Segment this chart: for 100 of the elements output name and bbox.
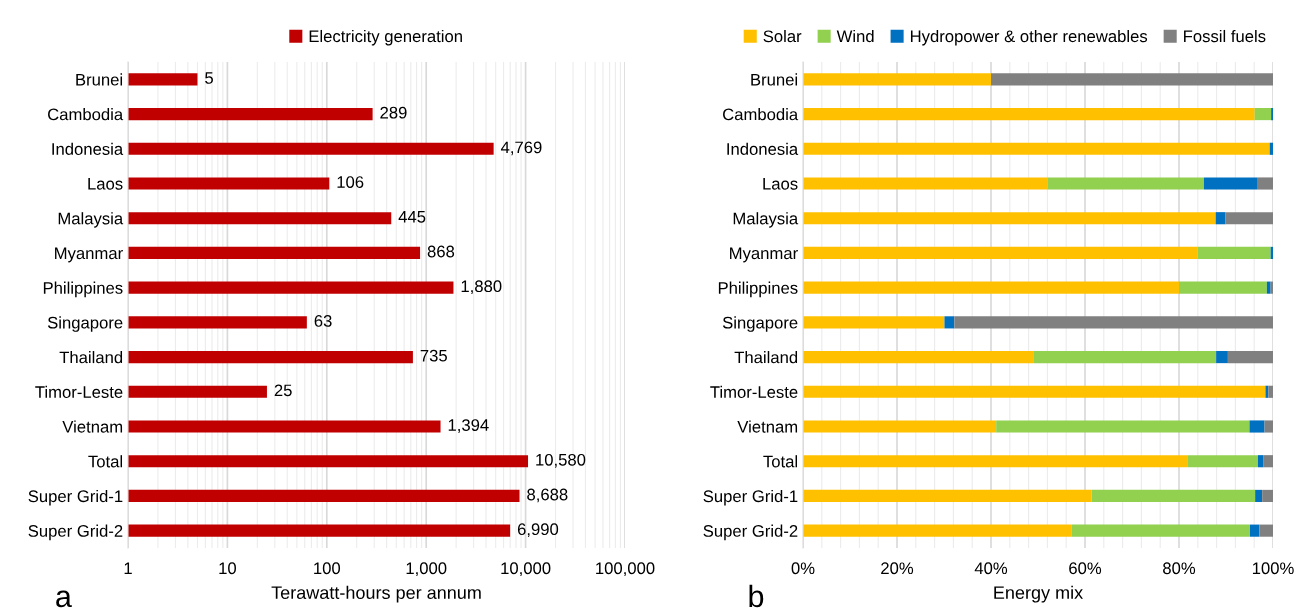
data-label: 63 xyxy=(314,315,332,327)
y-tick-label: Cambodia xyxy=(48,108,124,121)
data-label: 8,688 xyxy=(527,488,568,503)
y-tick-label: Timor-Leste xyxy=(710,385,798,398)
bar xyxy=(1257,455,1264,468)
bar xyxy=(803,108,1255,121)
bar xyxy=(1179,281,1267,294)
y-tick-label: Brunei xyxy=(76,73,123,86)
y-tick-label: Malaysia xyxy=(58,212,124,228)
x-tick-label: 10,000 xyxy=(501,562,551,577)
x-tick-label: 1 xyxy=(124,562,132,574)
legend-label: Hydropower & other renewables xyxy=(910,29,1148,46)
bar xyxy=(803,142,1270,155)
y-tick-label: Super Grid-2 xyxy=(703,524,798,541)
x-tick-label: 20% xyxy=(881,562,914,575)
y-tick-label: Laos xyxy=(88,178,123,190)
y-tick-label: Myanmar xyxy=(55,247,123,263)
bar xyxy=(803,212,1216,225)
data-label: 289 xyxy=(380,106,407,119)
data-label: 106 xyxy=(337,176,364,188)
y-tick-label: Super Grid-2 xyxy=(28,524,123,541)
y-tick-label: Cambodia xyxy=(723,108,799,121)
y-tick-label: Vietnam xyxy=(737,420,798,433)
data-label: 868 xyxy=(427,245,455,258)
x-tick-label: 80% xyxy=(1163,562,1196,575)
bar xyxy=(803,385,1266,398)
y-tick-label: Super Grid-1 xyxy=(28,489,123,506)
bar xyxy=(1257,177,1273,190)
y-tick-label: Malaysia xyxy=(733,212,799,228)
bar xyxy=(803,489,1092,502)
bar xyxy=(1249,524,1260,537)
data-label: 6,990 xyxy=(517,523,559,538)
legend-label: Wind xyxy=(836,29,874,43)
y-tick-label: Thailand xyxy=(734,351,798,364)
y-tick-label: Total xyxy=(88,455,123,468)
bar xyxy=(1071,524,1250,537)
x-tick-label: 100% xyxy=(1252,562,1294,575)
bar xyxy=(1197,246,1271,259)
y-tick-label: Indonesia xyxy=(52,142,124,155)
bar xyxy=(1047,177,1204,190)
bar xyxy=(1263,455,1273,468)
y-tick-label: Philippines xyxy=(718,281,798,298)
legend-label: Electricity generation xyxy=(309,29,462,46)
x-tick-label: 100,000 xyxy=(596,562,655,577)
data-label: 735 xyxy=(420,349,447,362)
x-tick-label: 1,000 xyxy=(406,562,447,577)
bar xyxy=(1264,420,1273,433)
y-tick-label: Timor-Leste xyxy=(35,385,123,398)
bar xyxy=(803,420,997,433)
data-label: 1,880 xyxy=(461,280,502,295)
text: b xyxy=(749,584,764,608)
bar xyxy=(1216,351,1228,364)
bar xyxy=(991,73,1273,86)
x-axis-title: Energy mix xyxy=(994,585,1083,603)
y-tick-label: Total xyxy=(763,455,798,468)
y-tick-label: Thailand xyxy=(59,351,123,364)
text: a xyxy=(56,590,72,608)
bar xyxy=(954,316,1273,329)
bar xyxy=(1255,489,1263,502)
legend-label: Solar xyxy=(763,29,802,43)
x-tick-label: 10 xyxy=(219,562,237,575)
bar xyxy=(1262,489,1273,502)
bar xyxy=(803,316,945,329)
x-tick-label: 40% xyxy=(974,562,1008,575)
bar xyxy=(944,316,955,329)
y-tick-label: Super Grid-1 xyxy=(703,489,798,506)
data-label: 1,394 xyxy=(448,419,489,433)
data-label: 10,580 xyxy=(536,453,586,468)
bar xyxy=(1033,351,1217,364)
y-tick-label: Singapore xyxy=(47,316,123,332)
data-label: 25 xyxy=(274,384,292,397)
bar xyxy=(803,246,1198,259)
bar xyxy=(1269,142,1273,155)
data-label: 445 xyxy=(398,211,426,223)
y-tick-label: Singapore xyxy=(722,316,798,332)
bar xyxy=(1254,108,1272,121)
y-tick-label: Indonesia xyxy=(727,142,799,155)
bar xyxy=(803,351,1034,364)
bar xyxy=(803,73,991,86)
bar xyxy=(1259,524,1273,537)
x-axis-title: Terawatt-hours per annum xyxy=(271,585,481,603)
bar xyxy=(1215,212,1226,225)
y-tick-label: Vietnam xyxy=(62,420,123,433)
x-tick-label: 100 xyxy=(314,562,341,575)
bar xyxy=(1227,351,1273,364)
bar xyxy=(803,524,1072,537)
bar xyxy=(1225,212,1273,225)
bar xyxy=(996,420,1250,433)
bar xyxy=(1187,455,1258,468)
bar xyxy=(1091,489,1256,502)
bar xyxy=(1249,420,1265,433)
y-tick-label: Brunei xyxy=(751,73,798,86)
bar xyxy=(803,281,1179,294)
y-tick-label: Myanmar xyxy=(730,247,798,263)
x-tick-label: 0% xyxy=(791,562,815,575)
y-tick-label: Philippines xyxy=(43,281,123,298)
y-tick-label: Laos xyxy=(763,178,798,190)
bar xyxy=(1265,385,1269,398)
bar xyxy=(1268,385,1273,398)
legend-label: Fossil fuels xyxy=(1184,29,1266,43)
